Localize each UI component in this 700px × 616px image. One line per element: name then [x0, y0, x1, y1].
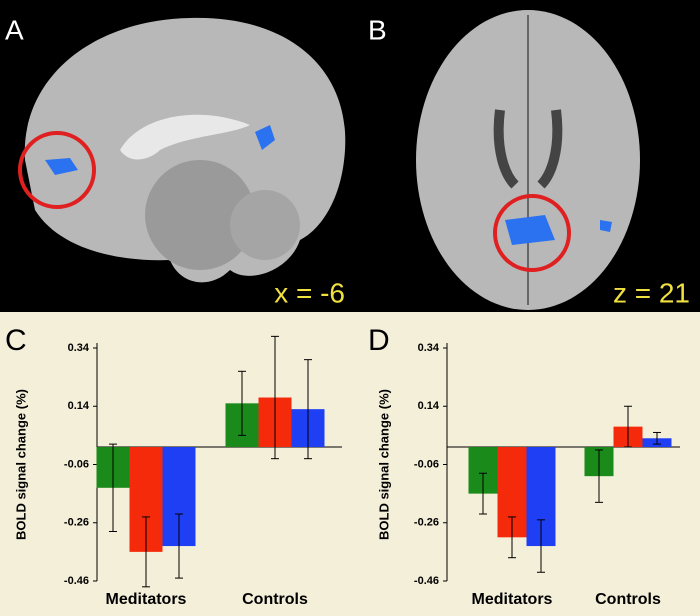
brain-axial — [416, 10, 640, 310]
y-tick-label: 0.34 — [418, 342, 440, 354]
x-tick-label: Meditators — [472, 591, 553, 608]
x-tick-label: Controls — [242, 591, 308, 608]
slice-caption: x = -6 — [274, 277, 345, 308]
y-tick-label: 0.14 — [68, 400, 90, 412]
panel-label: B — [368, 14, 387, 45]
brain-sagittal — [18, 17, 346, 283]
y-tick-label: 0.34 — [68, 342, 90, 354]
y-tick-label: -0.46 — [64, 575, 89, 587]
slice-caption: z = 21 — [613, 277, 690, 308]
y-tick-label: 0.14 — [418, 400, 440, 412]
y-axis-label: BOLD signal change (%) — [376, 389, 391, 540]
y-tick-label: -0.06 — [64, 458, 89, 470]
y-tick-label: -0.26 — [64, 517, 89, 529]
y-axis-label: BOLD signal change (%) — [13, 389, 28, 540]
panel-label: A — [5, 14, 24, 45]
y-tick-label: -0.06 — [414, 458, 439, 470]
panel-label: C — [5, 324, 27, 357]
x-tick-label: Controls — [595, 591, 661, 608]
x-tick-label: Meditators — [106, 591, 187, 608]
y-tick-label: -0.46 — [414, 575, 439, 587]
panel-label: D — [368, 324, 390, 357]
y-tick-label: -0.26 — [414, 517, 439, 529]
